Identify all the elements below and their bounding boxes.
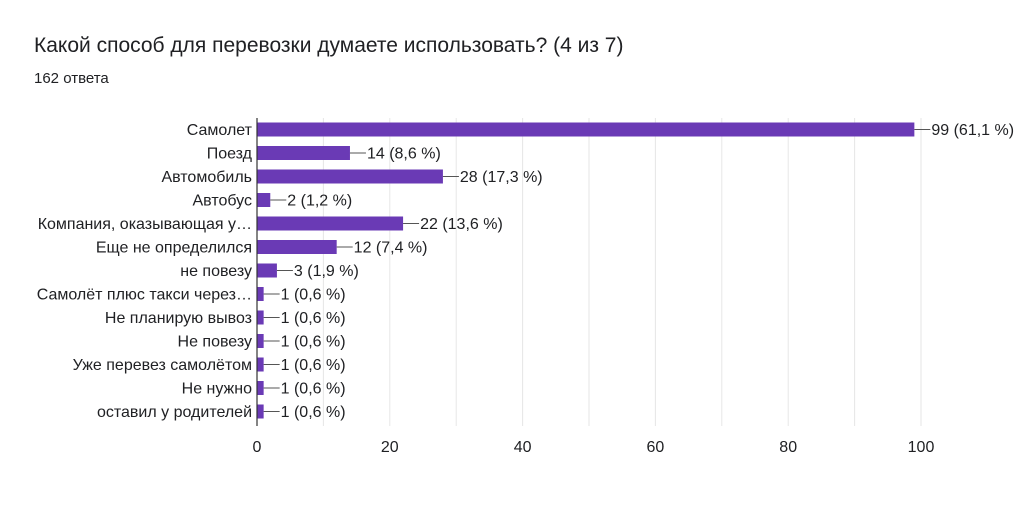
bar: [257, 216, 404, 231]
data-label: 99 (61,1 %): [931, 122, 1014, 139]
category-label: не повезу: [180, 263, 252, 280]
bar: [257, 287, 264, 301]
category-label: Не нужно: [182, 381, 252, 398]
category-label: Автомобиль: [161, 169, 252, 186]
bar: [257, 193, 271, 207]
x-tick-label: 100: [908, 439, 935, 456]
category-label: Поезд: [207, 146, 253, 163]
bar: [257, 122, 915, 137]
chart-title: Какой способ для перевозки думаете испол…: [34, 34, 624, 57]
bar: [257, 381, 264, 395]
x-tick-label: 0: [253, 439, 262, 456]
data-label: 14 (8,6 %): [367, 146, 441, 163]
data-label: 12 (7,4 %): [354, 240, 428, 257]
data-label: 2 (1,2 %): [287, 193, 352, 210]
category-label: Еще не определился: [96, 240, 252, 257]
bar: [257, 334, 264, 348]
category-label: Самолёт плюс такси через…: [37, 287, 252, 304]
data-label: 1 (0,6 %): [281, 334, 346, 351]
x-tick-label: 60: [647, 439, 665, 456]
bar: [257, 263, 277, 278]
data-label: 1 (0,6 %): [281, 287, 346, 304]
category-label: Не повезу: [178, 334, 252, 351]
data-label: 22 (13,6 %): [420, 216, 503, 233]
x-tick-label: 20: [381, 439, 399, 456]
response-count: 162 ответа: [34, 70, 109, 87]
bar: [257, 310, 264, 325]
data-label: 3 (1,9 %): [294, 263, 359, 280]
category-label: оставил у родителей: [97, 404, 252, 421]
bar: [257, 357, 264, 372]
data-label: 1 (0,6 %): [281, 357, 346, 374]
bar: [257, 169, 443, 184]
x-tick-label: 80: [779, 439, 797, 456]
category-label: Автобус: [193, 193, 253, 210]
category-label: Не планирую вывоз: [105, 310, 252, 327]
x-tick-label: 40: [514, 439, 532, 456]
data-label: 1 (0,6 %): [281, 310, 346, 327]
category-label: Компания, оказывающая у…: [38, 216, 252, 233]
data-label: 1 (0,6 %): [281, 404, 346, 421]
bar: [257, 146, 350, 160]
bar: [257, 404, 264, 419]
data-label: 28 (17,3 %): [460, 169, 543, 186]
data-label: 1 (0,6 %): [281, 381, 346, 398]
bar: [257, 240, 337, 254]
category-label: Самолет: [187, 122, 253, 139]
category-label: Уже перевез самолётом: [73, 357, 252, 374]
